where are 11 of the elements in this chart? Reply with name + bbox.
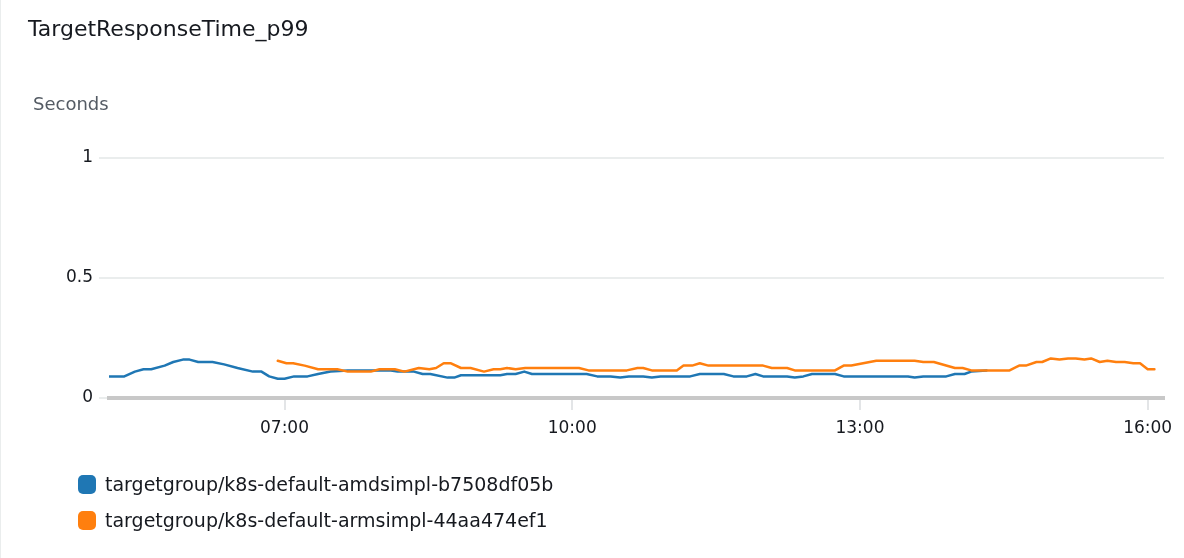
x-tick-label: 16:00 [1123,416,1173,437]
y-tick-label: 0.5 [65,266,93,287]
chart-title: TargetResponseTime_p99 [28,16,309,41]
x-tick-label: 10:00 [547,416,597,437]
legend-label: targetgroup/k8s-default-armsimpl-44aa474ef1 [105,509,548,531]
x-tick-label: 07:00 [260,416,310,437]
y-tick-label: 1 [82,146,93,167]
x-tick-label: 13:00 [835,416,885,437]
legend-label: targetgroup/k8s-default-amdsimpl-b7508df05b [105,473,554,495]
y-axis-title: Seconds [33,93,109,114]
y-tick-label: 0 [82,386,93,407]
